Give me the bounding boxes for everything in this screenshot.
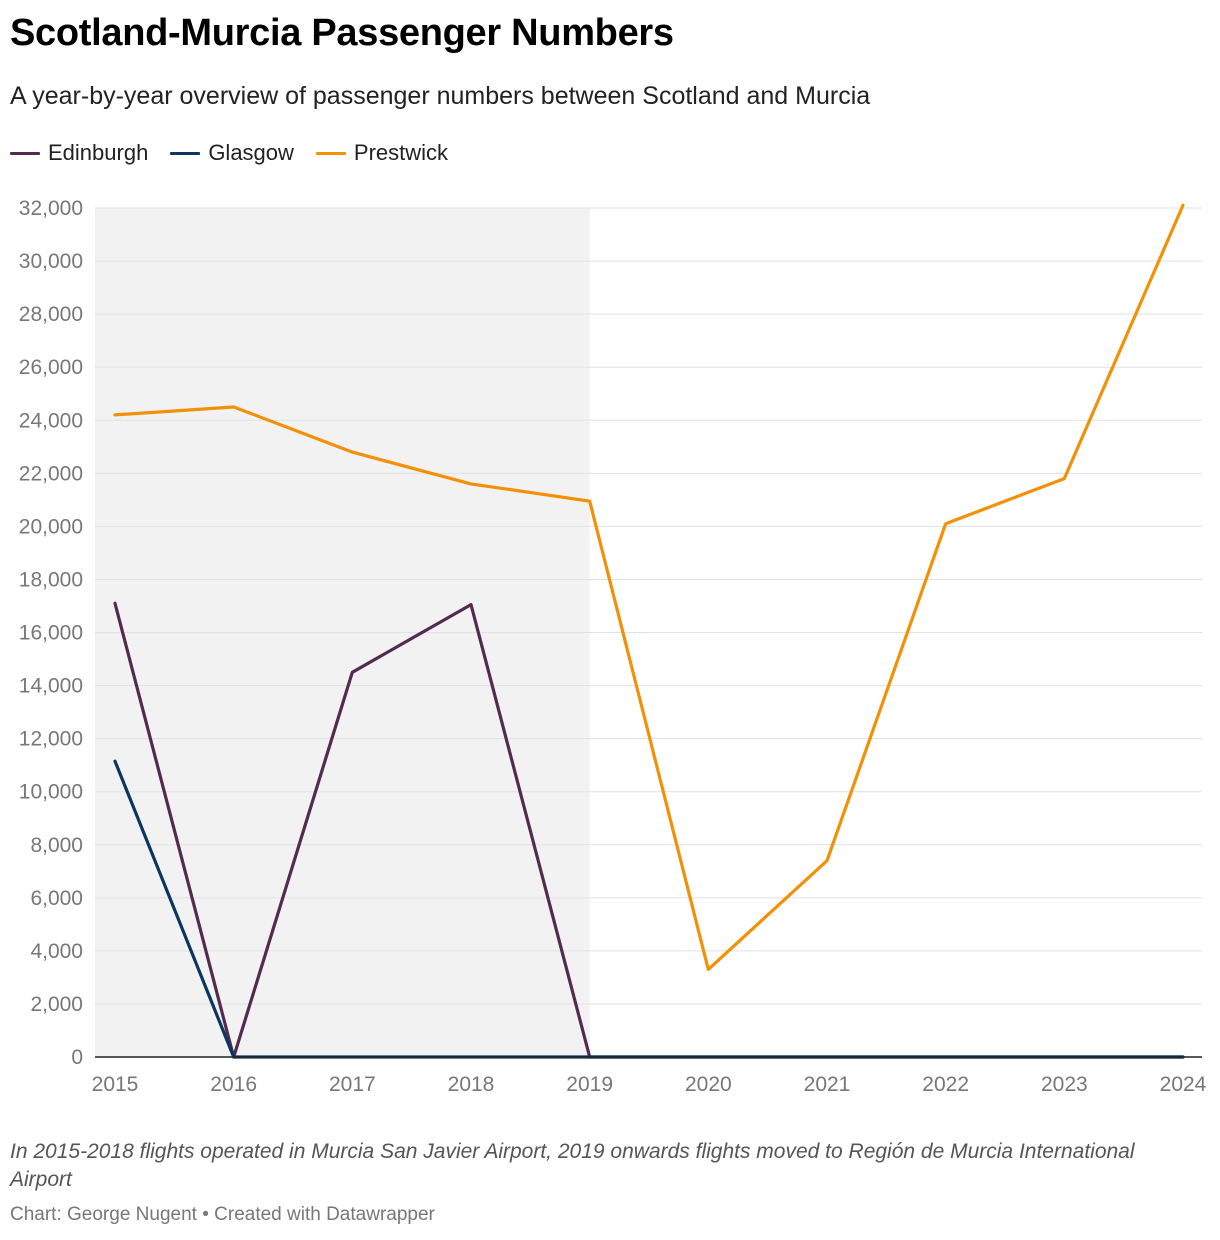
legend-label-edinburgh: Edinburgh	[48, 140, 149, 165]
x-tick-label: 2017	[329, 1073, 376, 1096]
y-tick-label: 26,000	[19, 356, 83, 379]
y-tick-label: 4,000	[30, 940, 83, 963]
x-tick-label: 2015	[92, 1073, 139, 1096]
y-tick-label: 22,000	[19, 462, 83, 485]
x-tick-label: 2020	[685, 1073, 732, 1096]
y-tick-label: 32,000	[19, 197, 83, 220]
legend-item-edinburgh: Edinburgh	[10, 140, 148, 166]
y-tick-label: 0	[71, 1046, 83, 1069]
legend-swatch-prestwick	[315, 151, 346, 155]
x-tick-label: 2022	[922, 1073, 969, 1096]
line-chart: 0 2,000 4,000 6,000 8,000 10,000 12,000 14,000 1…	[19, 197, 1207, 1096]
y-tick-label: 28,000	[19, 303, 83, 326]
y-tick-label: 14,000	[19, 675, 83, 698]
y-tick-label: 20,000	[19, 515, 83, 538]
legend-label-prestwick: Prestwick	[353, 140, 449, 165]
legend-label-glasgow: Glasgow	[208, 140, 294, 165]
legend: Edinburgh Glasgow Prestwick	[10, 140, 448, 166]
y-tick-label: 8,000	[30, 834, 83, 857]
x-tick-label: 2024	[1160, 1073, 1207, 1096]
x-tick-label: 2021	[804, 1073, 851, 1096]
y-tick-label: 18,000	[19, 568, 83, 591]
chart-subtitle: A year-by-year overview of passenger num…	[10, 82, 871, 110]
chart-notes: In 2015-2018 flights operated in Murcia …	[10, 1140, 1135, 1191]
chart-credit: Chart: George Nugent • Created with Data…	[10, 1204, 435, 1225]
y-tick-label: 12,000	[19, 728, 83, 751]
y-tick-label: 2,000	[30, 993, 83, 1016]
y-tick-label: 24,000	[19, 409, 83, 432]
legend-item-prestwick: Prestwick	[315, 140, 449, 166]
legend-swatch-edinburgh	[10, 151, 40, 155]
legend-item-glasgow: Glasgow	[170, 140, 294, 166]
x-tick-label: 2019	[566, 1073, 613, 1096]
legend-swatch-glasgow	[170, 151, 201, 155]
y-tick-label: 10,000	[19, 781, 83, 804]
series-line-prestwick	[113, 203, 1185, 972]
x-tick-label: 2016	[210, 1073, 257, 1096]
y-tick-label: 30,000	[19, 250, 83, 273]
y-tick-label: 6,000	[30, 887, 83, 910]
x-tick-label: 2023	[1041, 1073, 1088, 1096]
y-tick-label: 16,000	[19, 622, 83, 645]
x-tick-label: 2018	[448, 1073, 495, 1096]
chart-title: Scotland-Murcia Passenger Numbers	[10, 12, 674, 54]
